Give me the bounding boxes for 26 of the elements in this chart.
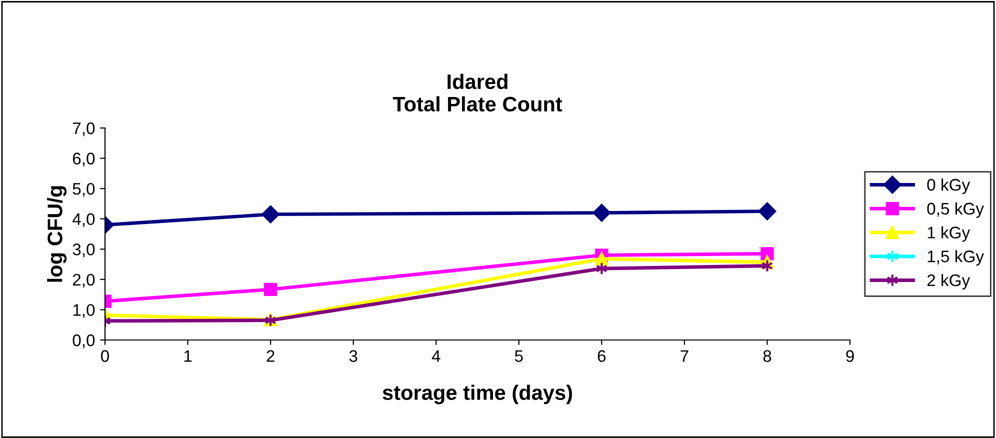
y-tick-label: 4,0 [72,213,95,228]
legend-label: 1,5 kGy [928,250,984,266]
x-tick-label: 6 [598,350,606,362]
x-tick-label: 3 [349,350,358,362]
x-tick-label: 5 [514,350,523,362]
y-tick-label: 3,0 [72,244,95,258]
x-tick-label: 7 [680,350,688,362]
y-axis-title: log CFU/g [47,186,67,282]
x-axis-title: storage time (days) [382,384,572,404]
x-tick-label: 9 [846,350,854,362]
chart-title: Idared Total Plate Count [392,74,562,112]
y-tick-label: 2,0 [72,274,95,288]
x-tick-label: 4 [432,350,440,362]
y-tick-label: 1,0 [73,304,95,318]
y-tick-label: 5,0 [72,182,95,197]
x-tick-label: 2 [266,350,274,362]
y-tick-label: 7,0 [72,122,95,136]
x-tick-label: 1 [184,350,192,362]
x-tick-label: 8 [763,350,772,362]
legend-label: 0 kGy [927,178,970,194]
legend-label: 2 kGy [927,274,970,290]
x-tick-label: 0 [101,350,109,362]
y-tick-label: 6,0 [72,152,95,166]
legend-label: 0,5 kGy [927,202,984,218]
y-tick-label: 0,0 [72,334,95,348]
legend-label: 1 kGy [928,226,970,242]
